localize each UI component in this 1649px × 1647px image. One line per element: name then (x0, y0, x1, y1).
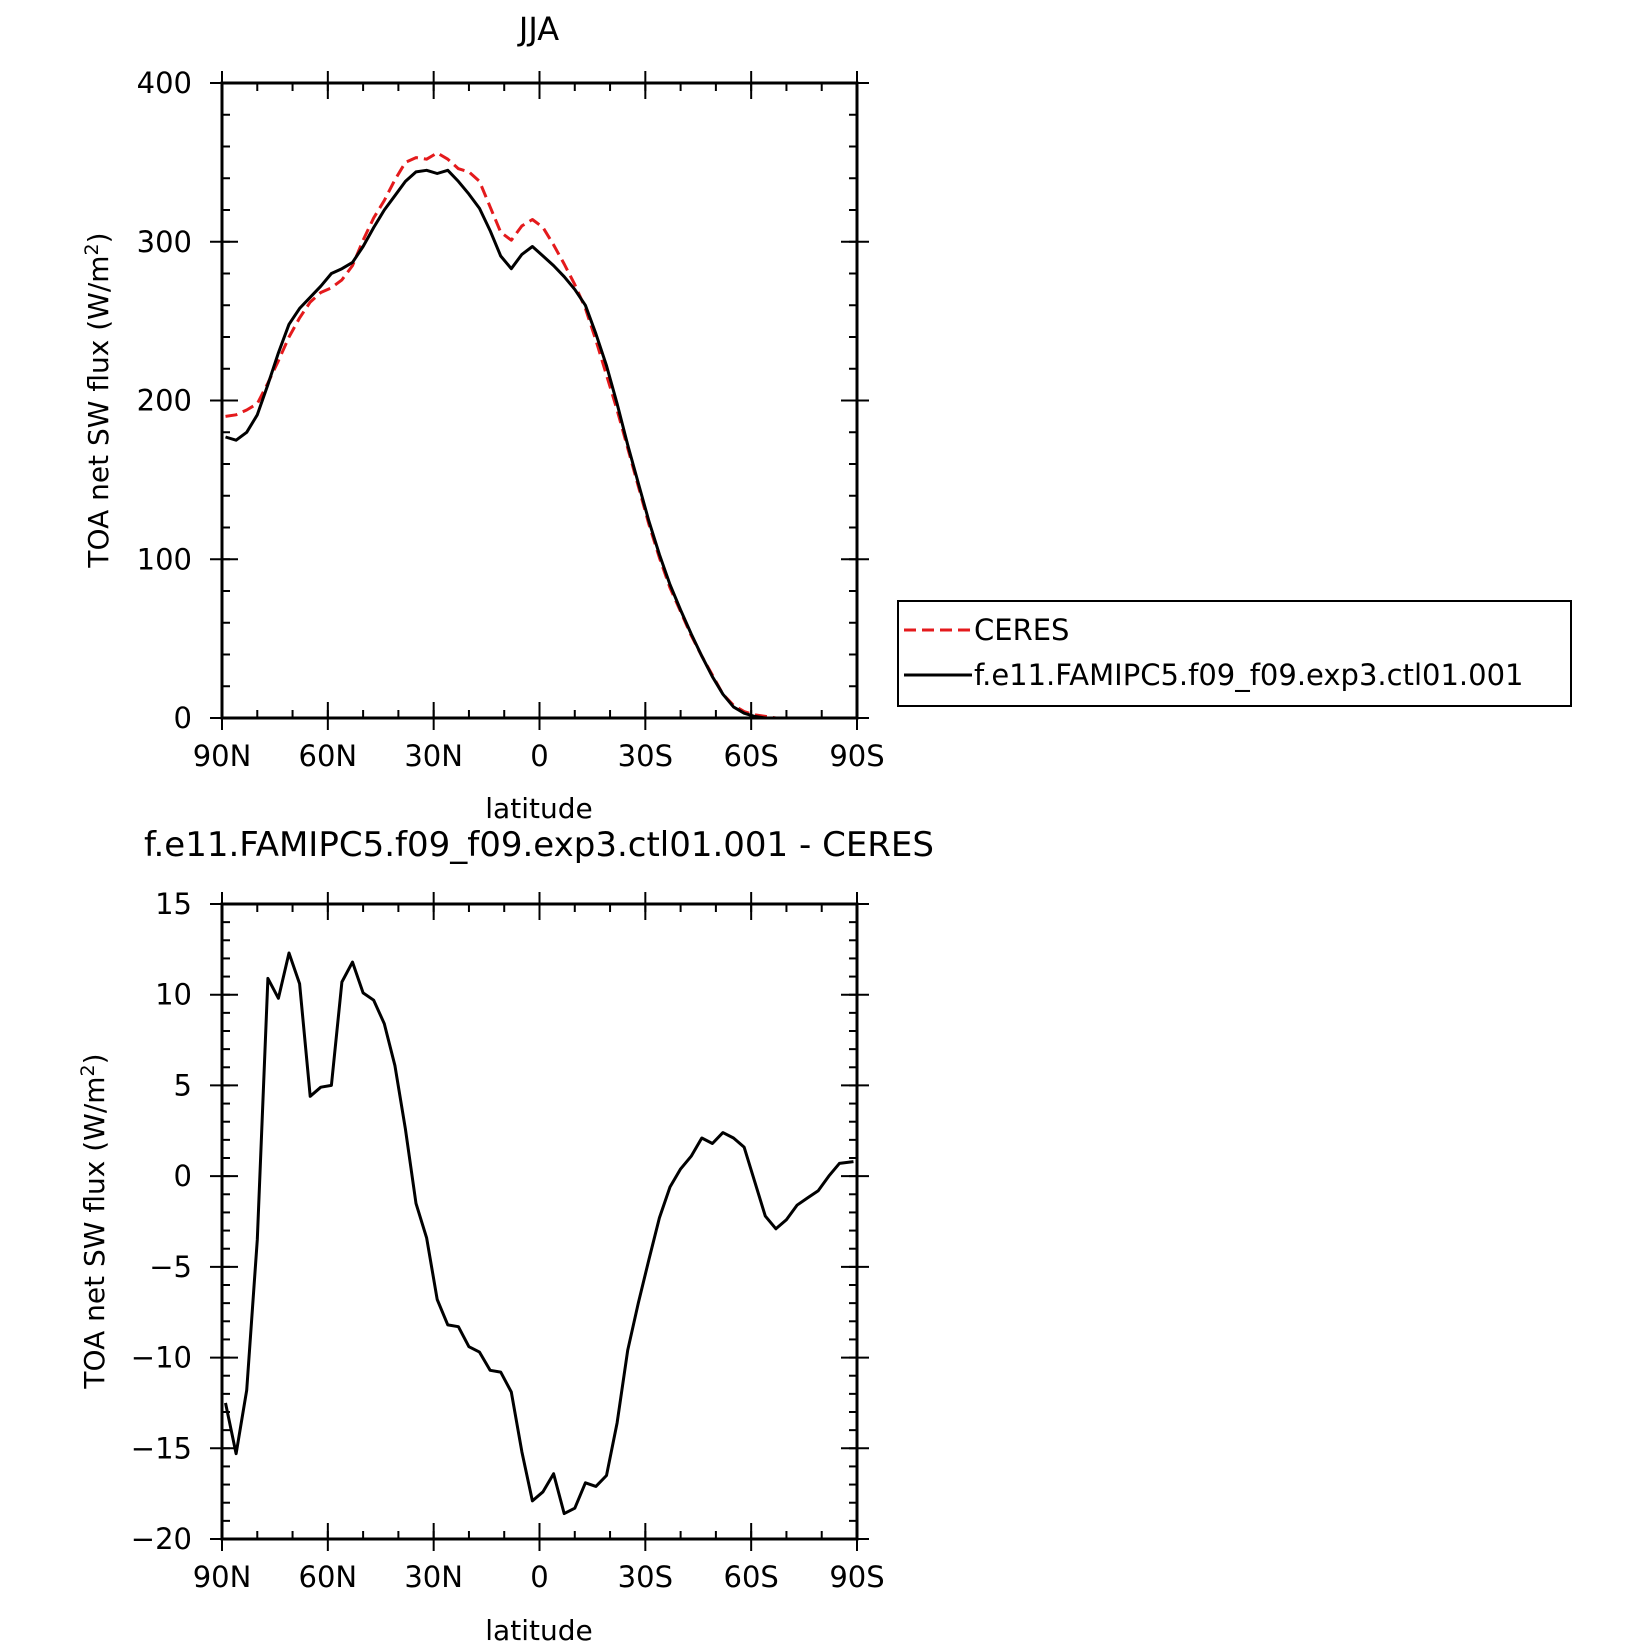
bottom-y-tick-label: 5 (174, 1068, 192, 1102)
top-y-axis-label: TOA net SW flux (W/m2) (81, 232, 115, 568)
bottom-y-tick-label: −20 (131, 1522, 192, 1556)
bottom-y-axis-label-sup: 2 (77, 1064, 99, 1076)
bottom-plot-frame (220, 902, 859, 1541)
bottom-x-tick-label: 0 (530, 1560, 548, 1594)
bottom-minor-ticks (221, 903, 858, 1540)
legend: CERES f.e11.FAMIPC5.f09_f09.exp3.ctl01.0… (897, 600, 1572, 707)
top-y-axis-label-close: ) (82, 232, 115, 243)
bottom-x-tick-label: 60N (299, 1560, 358, 1594)
bottom-y-axis-label-main: TOA net SW flux (W/m (78, 1076, 111, 1389)
top-plot-frame (220, 81, 859, 720)
top-y-tick-label: 400 (137, 66, 192, 100)
bottom-x-tick-label: 30S (618, 1560, 673, 1594)
bottom-series (224, 951, 854, 1516)
top-y-tick-label: 0 (174, 701, 192, 735)
top-x-tick-label: 90S (829, 739, 884, 773)
top-x-tick-label: 0 (530, 739, 548, 773)
top-x-tick-label: 30N (404, 739, 463, 773)
top-x-tick-label: 30S (618, 739, 673, 773)
bottom-y-tick-label: 10 (155, 978, 192, 1012)
top-x-axis-label: latitude (485, 792, 592, 825)
top-y-axis-label-main: TOA net SW flux (W/m (82, 255, 115, 568)
bottom-x-tick-label: 90S (829, 1560, 884, 1594)
top-y-axis-label-sup: 2 (81, 243, 103, 255)
bottom-y-tick-label: −5 (149, 1250, 192, 1284)
bottom-series-line-difference (224, 951, 854, 1516)
bottom-panel-title: f.e11.FAMIPC5.f09_f09.exp3.ctl01.001 - C… (144, 825, 934, 865)
top-y-tick-label: 100 (137, 542, 192, 576)
bottom-y-tick-label: −15 (131, 1431, 192, 1465)
bottom-x-tick-label: 60S (724, 1560, 779, 1594)
top-series-line-ceres (225, 151, 854, 720)
bottom-y-tick-label: 15 (155, 887, 192, 921)
bottom-x-tick-label: 30N (404, 1560, 463, 1594)
bottom-y-tick-label: 0 (174, 1159, 192, 1193)
bottom-y-tick-labels: −20 −15 −10 −5 0 5 10 15 (131, 887, 192, 1556)
bottom-y-axis-label: TOA net SW flux (W/m2) (77, 1053, 111, 1389)
top-minor-ticks (221, 82, 858, 719)
legend-ceres-label: CERES (974, 613, 1069, 647)
top-y-tick-label: 200 (137, 384, 192, 418)
top-major-ticks (210, 71, 869, 730)
top-x-tick-label: 60N (299, 739, 358, 773)
top-x-tick-label: 90N (193, 739, 252, 773)
bottom-y-tick-label: −10 (131, 1341, 192, 1375)
legend-model-label: f.e11.FAMIPC5.f09_f09.exp3.ctl01.001 (974, 658, 1523, 692)
bottom-y-axis-label-close: ) (78, 1053, 111, 1064)
top-x-tick-label: 60S (724, 739, 779, 773)
top-x-tick-labels: 90N 60N 30N 0 30S 60S 90S (193, 739, 885, 773)
top-series (225, 151, 854, 720)
bottom-x-tick-labels: 90N 60N 30N 0 30S 60S 90S (193, 1560, 885, 1594)
top-y-tick-label: 300 (137, 225, 192, 259)
bottom-panel: f.e11.FAMIPC5.f09_f09.exp3.ctl01.001 - C… (77, 825, 934, 1647)
top-panel: JJA 90N 60N 30N 0 30S 60S 90S 0 100 200 300 400 la… (81, 10, 885, 825)
bottom-x-tick-label: 90N (193, 1560, 252, 1594)
top-panel-title: JJA (517, 10, 559, 48)
top-series-line-f-e11-famipc5-f09-f09-exp3-ctl01-001 (225, 168, 854, 720)
legend-box (897, 600, 1572, 707)
top-y-tick-labels: 0 100 200 300 400 (137, 66, 192, 735)
bottom-x-axis-label: latitude (485, 1614, 592, 1647)
